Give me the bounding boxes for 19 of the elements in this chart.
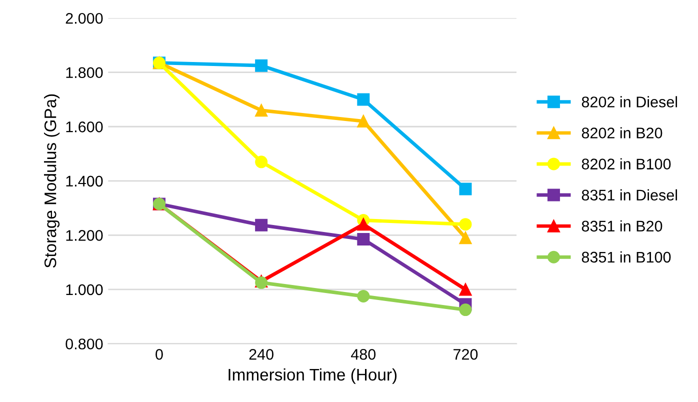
y-tick-label: 0.800 [66, 338, 103, 350]
y-tick-label: 1.000 [66, 284, 103, 296]
y-tick-label: 1.200 [66, 230, 103, 241]
y-tick-label: 1.400 [66, 176, 103, 187]
y-tick-label: 2.000 [66, 12, 103, 24]
x-tick-label: 240 [249, 348, 274, 360]
y-tick-label: 1.600 [66, 122, 103, 132]
x-tick-label: 480 [351, 348, 376, 360]
legend-label: 8202 in B100 [582, 158, 671, 170]
x-axis-title: Immersion Time (Hour) [228, 368, 397, 384]
x-tick-label: 0 [156, 348, 163, 360]
legend-label: 8351 in B100 [582, 251, 671, 263]
y-axis-title: Storage Modulus (GPa) [44, 94, 60, 268]
legend-label: 8351 in B20 [582, 220, 662, 232]
y-tick-label: 1.800 [66, 67, 103, 78]
legend-label: 8351 in Diesel [582, 189, 678, 201]
legend-label: 8202 in Diesel [582, 96, 678, 108]
x-tick-label: 720 [454, 348, 478, 360]
legend-label: 8202 in B20 [582, 127, 662, 138]
